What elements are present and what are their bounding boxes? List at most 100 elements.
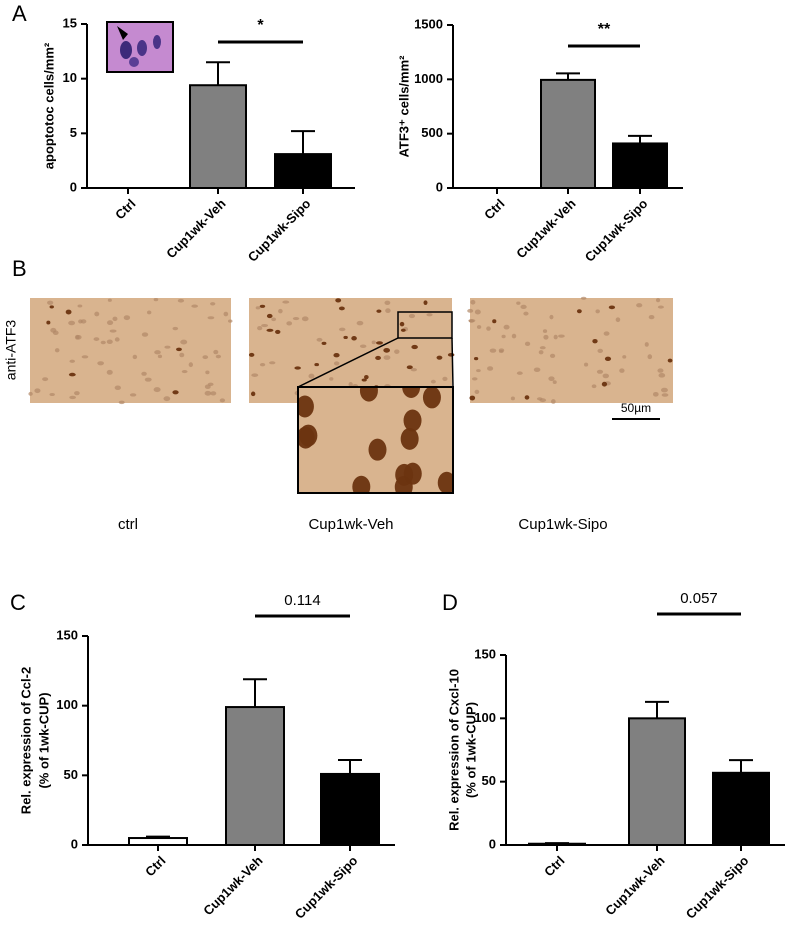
nucleus (658, 373, 666, 378)
y-axis-label: ATF3⁺ cells/mm² (396, 55, 411, 158)
nucleus (473, 357, 479, 361)
nucleus (536, 397, 543, 401)
nucleus (538, 350, 544, 355)
nucleus (68, 320, 76, 326)
nucleus (364, 375, 369, 380)
nucleus (383, 347, 390, 353)
micrograph-ylabel: anti-ATF3 (3, 320, 19, 381)
nucleus (269, 361, 276, 365)
panel-label: A (12, 1, 27, 26)
scale-bar-label: 50µm (621, 401, 651, 415)
nucleus (592, 339, 598, 344)
nucleus (400, 427, 419, 450)
nucleus (343, 335, 348, 340)
nucleus (172, 390, 179, 395)
y-tick-label: 100 (474, 710, 496, 725)
y-tick-label: 0 (70, 179, 77, 194)
y-tick-label: 0 (489, 836, 496, 851)
nucleus (615, 317, 621, 323)
nucleus (154, 350, 161, 355)
nucleus (348, 381, 353, 387)
zoom-connector (451, 337, 454, 388)
nucleus (49, 305, 54, 309)
nucleus (552, 380, 557, 385)
nucleus (644, 342, 649, 347)
nucleus (78, 319, 83, 324)
nucleus (468, 318, 476, 323)
nucleus (597, 348, 604, 353)
nucleus (476, 369, 481, 373)
nucleus (204, 390, 212, 396)
nucleus (351, 336, 357, 341)
nucleus (275, 329, 281, 334)
bar (612, 142, 668, 190)
nucleus (219, 398, 226, 403)
y-axis-label: (% of 1wk-CUP) (36, 692, 51, 788)
nucleus (68, 372, 76, 377)
nucleus (255, 306, 261, 310)
nucleus (177, 298, 185, 303)
nucleus (188, 362, 193, 368)
nucleus (97, 361, 104, 366)
nucleus (250, 391, 256, 397)
bar (128, 837, 188, 846)
nucleus (42, 377, 49, 382)
nucleus (213, 349, 219, 355)
nucleus (622, 355, 627, 359)
nucleus (486, 326, 491, 331)
nucleus (114, 385, 121, 391)
nucleus (596, 369, 604, 374)
nucleus (359, 344, 367, 348)
nucleus (65, 309, 72, 315)
nucleus (510, 396, 515, 401)
nucleus (524, 395, 530, 400)
nucleus (524, 341, 531, 347)
nucleus (282, 300, 290, 304)
zoom-box (397, 311, 453, 339)
x-tick-label: Cup1wk-Sipo (245, 196, 314, 265)
nucleus (549, 353, 556, 358)
nucleus (474, 389, 480, 395)
x-tick-label: Cup1wk-Sipo (292, 853, 361, 922)
nucleus (181, 370, 188, 374)
nucleus (179, 352, 185, 358)
bar (189, 84, 247, 189)
nucleus (520, 304, 527, 310)
micrograph-caption: Cup1wk-Veh (308, 516, 393, 533)
x-tick-label: Cup1wk-Veh (200, 853, 265, 918)
nucleus (667, 358, 673, 363)
nucleus (266, 328, 274, 332)
y-axis-label: Rel. expression of Cxcl-10 (446, 669, 461, 831)
y-tick-label: 0 (436, 179, 443, 194)
nucleus (548, 376, 555, 382)
nucleus (591, 384, 597, 389)
nucleus (511, 333, 517, 339)
y-tick-label: 100 (56, 697, 78, 712)
nucleus (399, 321, 405, 327)
micrograph-bg (30, 298, 231, 403)
nucleus (447, 352, 455, 357)
significance-label: 0.057 (680, 590, 718, 607)
nucleus (636, 303, 643, 308)
nucleus (202, 355, 209, 360)
y-tick-label: 5 (70, 125, 77, 140)
x-tick-label: Cup1wk-Veh (163, 196, 228, 261)
panel-label: B (12, 256, 27, 281)
nucleus (595, 309, 600, 314)
nucleus (176, 347, 182, 352)
nucleus (442, 376, 448, 382)
micrograph (28, 298, 233, 405)
nucleus (123, 315, 131, 321)
nucleus (655, 298, 661, 303)
nucleus (314, 362, 320, 367)
bar (274, 153, 332, 190)
nucleus (329, 377, 334, 381)
nucleus (470, 299, 476, 305)
nucleus (489, 348, 497, 353)
nucleus (601, 381, 608, 387)
nucleus (542, 329, 548, 333)
nucleus (248, 352, 255, 357)
significance-label: * (257, 17, 264, 34)
micrograph-caption: Cup1wk-Sipo (518, 516, 607, 533)
nucleus (467, 308, 474, 313)
